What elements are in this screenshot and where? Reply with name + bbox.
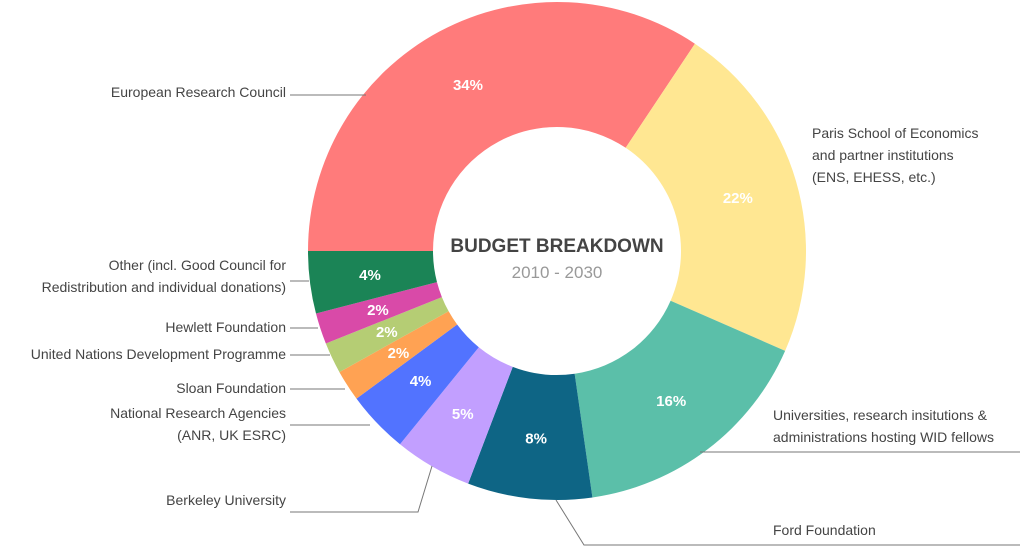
slice-percent-label: 4% (410, 373, 432, 390)
chart-subtitle: 2010 - 2030 (512, 263, 603, 282)
slice-percent-label: 4% (359, 267, 381, 284)
slice-name-label: Paris School of Economics and partner ins… (812, 125, 979, 185)
slice-percent-label: 5% (452, 406, 474, 423)
slice-percent-label: 2% (388, 345, 410, 362)
slice-4[interactable] (399, 347, 513, 484)
slice-name-label: Other (incl. Good Council for Redistribut… (42, 257, 287, 295)
slice-7[interactable] (325, 297, 449, 373)
slice-2[interactable] (574, 300, 786, 498)
slice-percent-label: 22% (723, 190, 753, 207)
slice-6[interactable] (339, 311, 458, 399)
slice-percent-label: 8% (525, 430, 547, 447)
slice-name-label: Sloan Foundation (176, 380, 286, 396)
slice-name-label: United Nations Development Programme (31, 346, 286, 362)
slice-8[interactable] (315, 282, 442, 344)
slice-name-label: Universities, research insitutions & admi… (773, 407, 994, 445)
slice-0[interactable] (308, 2, 695, 251)
slice-name-label: National Research Agencies (ANR, UK ESRC) (110, 405, 286, 443)
slice-name-label: Berkeley University (166, 492, 286, 508)
slice-name-label: Hewlett Foundation (165, 319, 286, 335)
slice-percent-label: 16% (656, 393, 686, 410)
slice-name-label: Ford Foundation (773, 522, 876, 538)
slice-9[interactable] (308, 251, 437, 314)
slice-percent-label: 2% (367, 302, 389, 319)
slice-3[interactable] (468, 366, 593, 500)
slice-5[interactable] (356, 324, 479, 445)
leader-line (555, 499, 1020, 546)
leader-line (290, 465, 433, 513)
chart-title: BUDGET BREAKDOWN (450, 236, 663, 257)
slice-percent-label: 34% (453, 77, 483, 94)
slice-percent-label: 2% (376, 324, 398, 341)
slice-name-label: European Research Council (111, 84, 286, 100)
slice-1[interactable] (625, 43, 806, 351)
